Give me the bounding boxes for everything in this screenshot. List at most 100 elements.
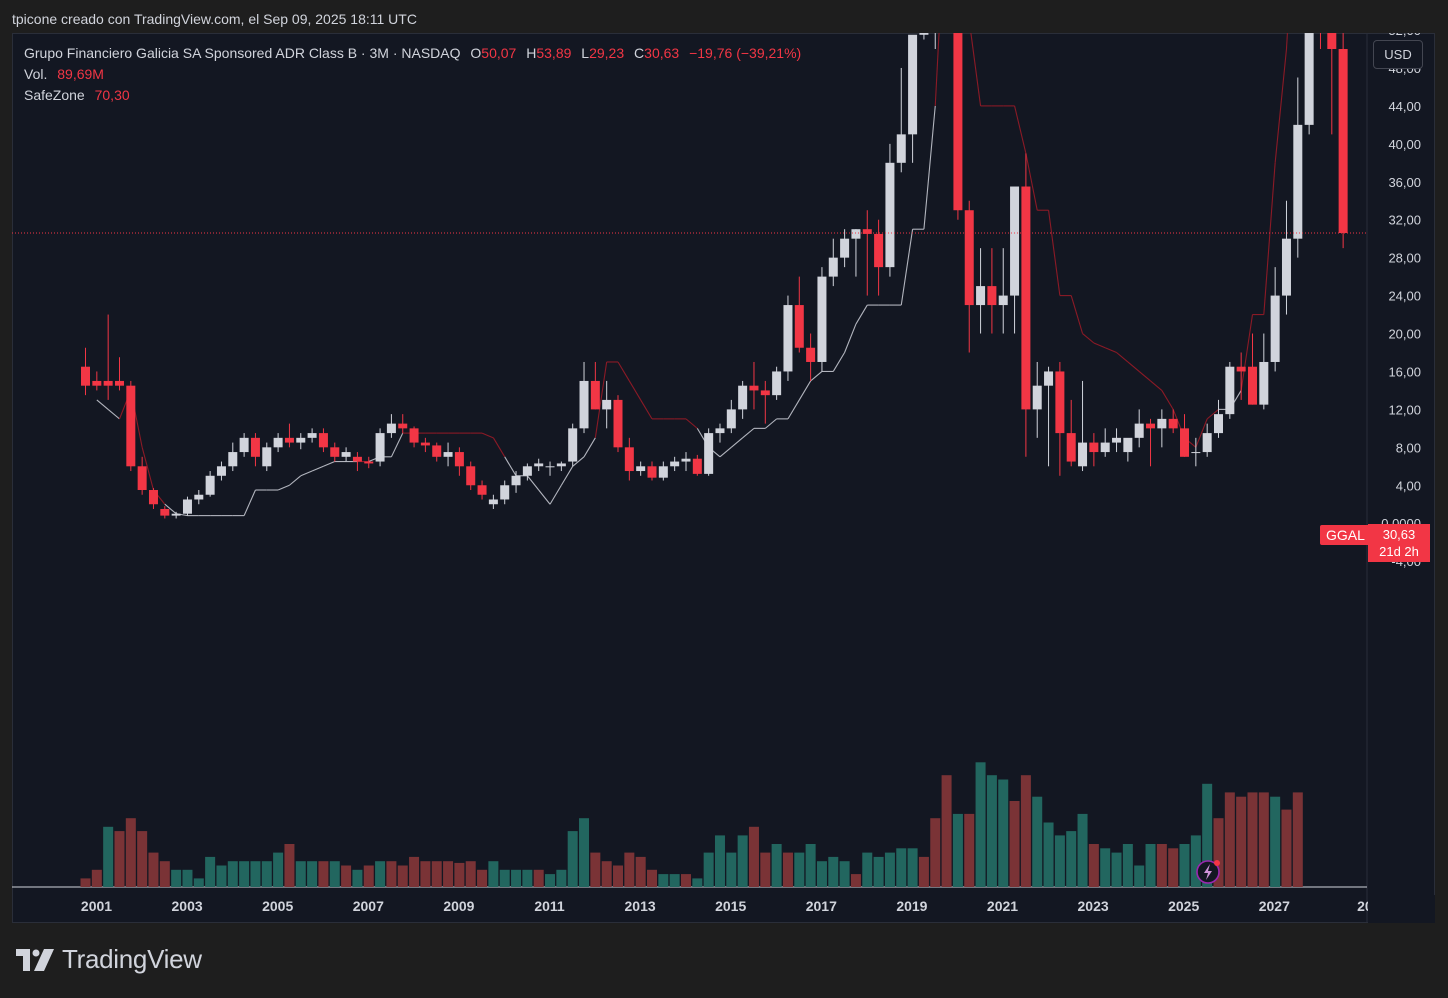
candle-body	[148, 490, 158, 505]
candle-body	[772, 371, 782, 396]
safezone-line	[900, 229, 914, 306]
candle-body	[613, 399, 623, 448]
volume-bar	[1168, 848, 1179, 887]
volume-bar	[805, 844, 816, 887]
candle-body	[896, 134, 906, 163]
volume-bar	[884, 852, 895, 887]
volume-bar	[227, 861, 238, 887]
volume-bar	[1224, 792, 1235, 887]
volume-bar	[533, 869, 544, 887]
candle-body	[194, 494, 204, 500]
y-axis-tick-label: 8,00	[1396, 440, 1421, 455]
x-axis-tick-label: 2025	[1168, 898, 1199, 914]
candle-body	[307, 433, 317, 438]
legend-high-value: 53,89	[536, 45, 572, 61]
volume-bar	[511, 869, 522, 887]
candle-body	[545, 466, 555, 468]
volume-bar	[431, 861, 442, 887]
candle-body	[1123, 437, 1133, 453]
candle-body	[205, 475, 215, 495]
volume-bar	[862, 852, 873, 887]
volume-bar	[850, 874, 861, 887]
candle-body	[556, 463, 566, 467]
safezone-line	[1014, 105, 1027, 154]
y-axis-tick-label: 44,00	[1388, 99, 1421, 114]
chart-panel	[12, 33, 1435, 923]
safezone-line	[617, 361, 630, 382]
volume-bar	[125, 818, 136, 887]
candle-body	[953, 33, 963, 211]
candle-body	[398, 423, 408, 429]
legend-close-label: C	[634, 45, 645, 61]
x-axis-tick-label: 2015	[715, 898, 746, 914]
volume-bar	[284, 844, 295, 887]
candlestick-chart[interactable]: 76,0072,0068,0064,0060,0056,0052,0048,00…	[12, 33, 1435, 923]
safezone-line	[1206, 408, 1219, 420]
safezone-line	[277, 484, 290, 491]
candle-body	[692, 458, 702, 474]
legend-change: −19,76 (−39,21%)	[689, 45, 802, 61]
candle-body	[386, 423, 396, 434]
candle-body	[330, 447, 340, 457]
volume-bar	[420, 861, 431, 887]
legend-volume[interactable]: Vol. 89,69M	[24, 66, 104, 82]
y-axis-tick-label: 28,00	[1388, 251, 1421, 266]
candle-body	[126, 385, 136, 467]
x-axis-tick-label: 2005	[262, 898, 293, 914]
volume-bar	[1088, 844, 1099, 887]
tradingview-logo[interactable]: TradingView	[16, 944, 202, 975]
safezone-line	[1161, 390, 1174, 410]
volume-bar	[1066, 831, 1077, 887]
volume-bar	[477, 869, 488, 887]
x-axis-tick-label: 2003	[172, 898, 203, 914]
volume-bar	[1032, 796, 1043, 887]
candle-body	[171, 513, 181, 516]
volume-bar	[680, 874, 691, 887]
safezone-line	[730, 437, 743, 448]
volume-bar	[499, 869, 510, 887]
y-axis-tick-label: 16,00	[1388, 364, 1421, 379]
volume-bar	[1270, 796, 1281, 887]
safezone-line	[549, 484, 562, 505]
candle-body	[1089, 442, 1099, 453]
safezone-line	[1127, 361, 1140, 372]
volume-bar	[545, 874, 556, 887]
lightning-alert-icon[interactable]	[1196, 860, 1220, 884]
candle-body	[284, 437, 294, 443]
candle-body	[919, 33, 929, 35]
candle-body	[1180, 428, 1190, 457]
legend-safezone[interactable]: SafeZone 70,30	[24, 87, 130, 103]
volume-bar	[216, 865, 227, 887]
currency-button[interactable]: USD	[1373, 40, 1423, 69]
volume-bar	[1247, 792, 1258, 887]
candle-body	[806, 347, 816, 362]
volume-bar	[114, 831, 125, 887]
candle-body	[1338, 49, 1348, 233]
safezone-line	[504, 456, 517, 477]
candle-body	[636, 466, 646, 472]
legend-volume-value: 89,69M	[57, 66, 104, 82]
y-axis-tick-label: 36,00	[1388, 175, 1421, 190]
volume-bar	[80, 878, 91, 887]
candle-body	[352, 456, 362, 462]
candle-body	[1214, 414, 1223, 434]
volume-bar	[726, 852, 737, 887]
y-axis-tick-label: 20,00	[1388, 327, 1421, 342]
candle-body	[137, 466, 147, 491]
candle-body	[840, 238, 850, 258]
volume-bar	[1202, 783, 1213, 887]
y-axis-tick-label: 52,00	[1388, 33, 1421, 38]
safezone-line	[640, 399, 653, 420]
candle-body	[375, 433, 385, 462]
candle-body	[228, 452, 238, 467]
volume-bar	[295, 861, 306, 887]
candle-body	[250, 437, 260, 457]
volume-bar	[703, 852, 714, 887]
safezone-line	[844, 323, 857, 353]
candle-body	[670, 461, 680, 467]
volume-bar	[794, 852, 805, 887]
volume-bar	[171, 869, 182, 887]
safezone-line	[311, 465, 324, 472]
candle-body	[239, 437, 249, 453]
candle-body	[851, 229, 861, 239]
